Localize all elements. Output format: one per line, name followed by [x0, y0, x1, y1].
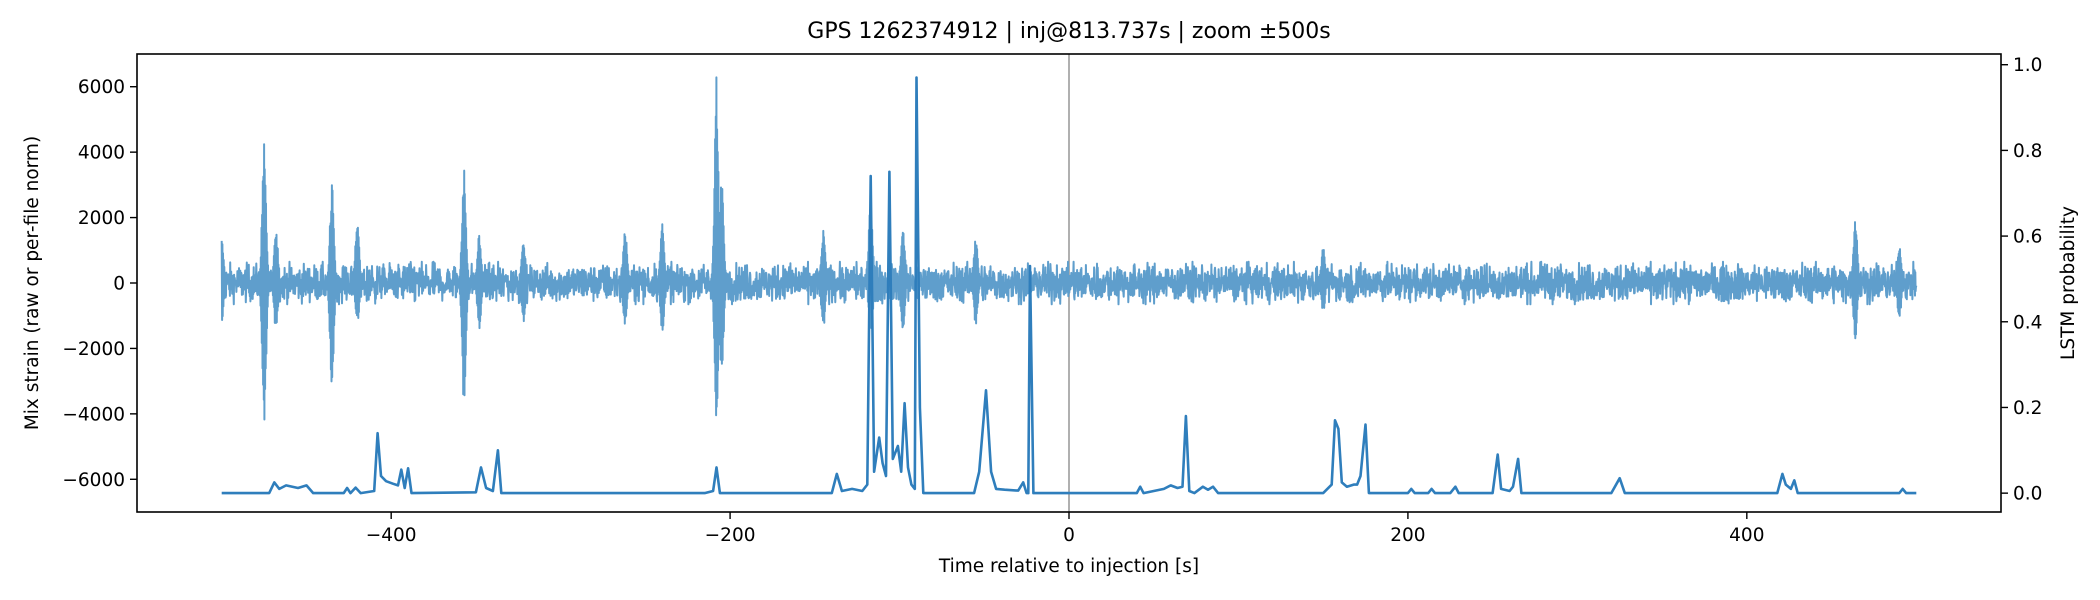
y-right-tick-label: 0.6: [2013, 227, 2042, 248]
probability-series: [221, 76, 1917, 495]
y-axis-left: −6000 −4000 −2000 0 2000 4000 6000: [62, 77, 137, 491]
y-left-tick-label: −4000: [62, 404, 125, 425]
y-left-tick-label: 0: [113, 274, 125, 295]
strain-line: [220, 76, 1918, 421]
y-left-tick-label: 2000: [78, 208, 125, 229]
x-tick-label: −200: [705, 525, 756, 546]
x-axis-title: Time relative to injection [s]: [938, 556, 1199, 577]
x-tick-label: 400: [1729, 525, 1764, 546]
y-left-tick-label: 4000: [78, 143, 125, 164]
x-tick-label: 200: [1390, 525, 1425, 546]
x-axis: −400 −200 0 200 400: [366, 512, 1764, 546]
y-right-tick-label: 0.4: [2013, 312, 2042, 333]
y-left-tick-label: −2000: [62, 339, 125, 360]
x-tick-label: 0: [1063, 525, 1075, 546]
y-left-tick-label: 6000: [78, 77, 125, 98]
y-right-tick-label: 1.0: [2013, 55, 2042, 76]
y-right-tick-label: 0.8: [2013, 141, 2042, 162]
y-axis-right: 0.0 0.2 0.4 0.6 0.8 1.0: [2001, 55, 2042, 505]
y-left-tick-label: −6000: [62, 470, 125, 491]
chart-title: GPS 1262374912 | inj@813.737s | zoom ±50…: [807, 19, 1330, 44]
y-right-tick-label: 0.2: [2013, 398, 2042, 419]
y-axis-left-title: Mix strain (raw or per-file norm): [22, 136, 43, 430]
probability-line: [221, 76, 1917, 495]
y-axis-right-title: LSTM probability: [2058, 206, 2079, 360]
x-tick-label: −400: [366, 525, 417, 546]
y-right-tick-label: 0.0: [2013, 484, 2042, 505]
strain-series: [220, 76, 1918, 421]
